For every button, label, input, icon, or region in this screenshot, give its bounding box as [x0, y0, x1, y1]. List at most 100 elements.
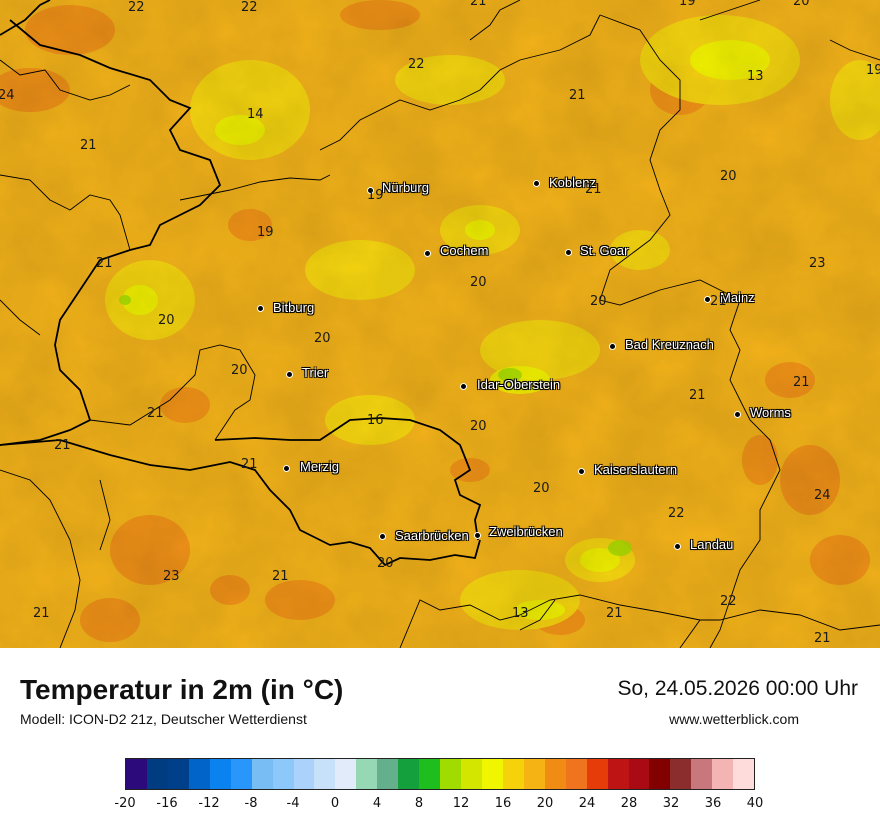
city-label-bad-kreuznach: Bad Kreuznach	[625, 337, 714, 352]
valid-datetime: So, 24.05.2026 00:00 Uhr	[617, 677, 858, 700]
temp-value: 21	[241, 457, 258, 472]
temp-value: 22	[668, 506, 685, 521]
scale-segment	[419, 759, 441, 789]
temp-value: 19	[866, 63, 880, 78]
scale-segment	[356, 759, 378, 789]
temp-value: 21	[272, 569, 289, 584]
city-dot-landau	[674, 543, 681, 550]
temp-value: 19	[257, 225, 274, 240]
scale-segment	[188, 759, 210, 789]
temp-value: 21	[96, 256, 113, 271]
scale-tick-label: -16	[156, 796, 178, 811]
city-dot-trier	[286, 371, 293, 378]
temp-value: 20	[470, 419, 487, 434]
scale-segment	[272, 759, 294, 789]
scale-segment	[126, 759, 147, 789]
temp-value: 22	[408, 57, 425, 72]
scale-tick-label: 12	[452, 796, 470, 811]
temp-value: 24	[0, 88, 15, 103]
temp-value: 23	[163, 569, 180, 584]
scale-segment	[146, 759, 168, 789]
scale-segment	[691, 759, 713, 789]
temp-value: 20	[314, 331, 331, 346]
city-dot-saarbruecken	[379, 533, 386, 540]
scale-segment	[314, 759, 336, 789]
city-label-saarbruecken: Saarbrücken	[395, 528, 469, 543]
city-label-trier: Trier	[302, 365, 329, 380]
scale-segment	[209, 759, 231, 789]
scale-tick-label: 16	[494, 796, 512, 811]
city-label-nuerburg: Nürburg	[382, 180, 429, 195]
city-label-merzig: Merzig	[300, 459, 340, 474]
temp-value: 22	[720, 594, 737, 609]
temp-value: 20	[377, 556, 394, 571]
scale-tick-label: -4	[286, 796, 300, 811]
scale-tick-label: -8	[244, 796, 258, 811]
scale-segment	[607, 759, 629, 789]
scale-segment	[167, 759, 189, 789]
city-label-mainz: Mainz	[720, 290, 755, 305]
city-dot-worms	[734, 411, 741, 418]
scale-tick-label: 4	[372, 796, 382, 811]
temp-value: 20	[231, 363, 248, 378]
city-dot-cochem	[424, 250, 431, 257]
temp-value: 21	[606, 606, 623, 621]
color-scale-ticks: -20 -16 -12 -8 -4 0 4 8 12 16 20 24 28 32 36 40	[114, 796, 763, 812]
temp-value: 22	[241, 0, 258, 15]
temp-value: 21	[569, 88, 586, 103]
city-dot-nuerburg	[367, 187, 374, 194]
footer: Temperatur in 2m (in °C) Modell: ICON-D2…	[0, 648, 880, 830]
scale-tick-label: 8	[414, 796, 424, 811]
temp-value: 20	[590, 294, 607, 309]
scale-tick-label: 36	[704, 796, 722, 811]
scale-tick-label: 28	[620, 796, 638, 811]
temp-value: 21	[793, 375, 810, 390]
temp-value: 21	[80, 138, 97, 153]
scale-segment	[335, 759, 357, 789]
scale-tick-label: -20	[114, 796, 136, 811]
city-dot-bad-kreuznach	[609, 343, 616, 350]
scale-segment	[440, 759, 461, 789]
temp-value: 20	[470, 275, 487, 290]
temp-value: 21	[54, 438, 71, 453]
city-label-kaiserslautern: Kaiserslautern	[594, 462, 678, 477]
city-label-st-goar: St. Goar	[580, 243, 629, 258]
scale-segment	[293, 759, 315, 789]
city-label-zweibruecken: Zweibrücken	[489, 524, 563, 539]
color-scale-bar	[125, 758, 755, 790]
chart-title: Temperatur in 2m (in °C)	[20, 674, 344, 705]
temperature-map: Nürburg Koblenz Cochem St. Goar Bitburg …	[0, 0, 880, 648]
scale-tick-label: 32	[662, 796, 680, 811]
scale-segment	[649, 759, 671, 789]
temp-value: 14	[247, 107, 264, 122]
temp-value: 20	[793, 0, 810, 9]
scale-segment	[461, 759, 482, 789]
scale-tick-label: 0	[330, 796, 340, 811]
temp-value: 22	[128, 0, 145, 15]
city-dot-koblenz	[533, 180, 540, 187]
scale-tick-label: 40	[746, 796, 764, 811]
temp-value: 20	[720, 169, 737, 184]
temp-value: 24	[814, 488, 831, 503]
scale-segment	[398, 759, 420, 789]
scale-segment	[502, 759, 524, 789]
temperature-field	[0, 0, 880, 648]
temp-value: 20	[533, 481, 550, 496]
temp-value: 13	[512, 606, 529, 621]
city-dot-bitburg	[257, 305, 264, 312]
scale-tick-label: -12	[198, 796, 220, 811]
city-dot-idar-oberstein	[460, 383, 467, 390]
city-label-koblenz: Koblenz	[549, 175, 596, 190]
city-label-idar-oberstein: Idar-Oberstein	[477, 377, 561, 392]
temp-value: 21	[710, 294, 727, 309]
city-dot-merzig	[283, 465, 290, 472]
scale-tick-label: 24	[578, 796, 596, 811]
model-info: Modell: ICON-D2 21z, Deutscher Wetterdie…	[20, 711, 307, 727]
city-label-bitburg: Bitburg	[273, 300, 315, 315]
city-dot-kaiserslautern	[578, 468, 585, 475]
website-link[interactable]: www.wetterblick.com	[669, 711, 799, 727]
scale-segment	[565, 759, 587, 789]
temp-value: 21	[585, 182, 602, 197]
temp-value: 19	[679, 0, 696, 9]
temp-value: 20	[158, 313, 175, 328]
